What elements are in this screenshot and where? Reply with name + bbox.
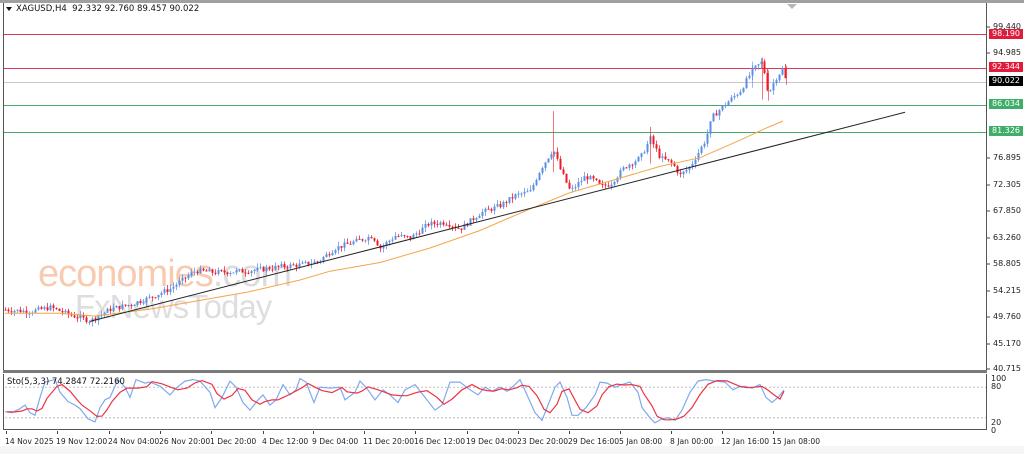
bottom-strip [0,446,1024,454]
collapse-triangle-icon[interactable] [6,6,12,11]
price-axis-label: 45.170 [993,339,1021,348]
price-axis-label: 94.985 [993,48,1021,57]
time-axis-tick [313,431,314,434]
ohlc-values: 92.332 92.760 89.457 90.022 [72,4,200,14]
time-axis-tick [467,431,468,434]
time-axis-tick [57,431,58,434]
watermark-text-b: .com [212,253,292,295]
watermark-fxnewstoday: FxNewsToday [75,288,272,325]
support-tag-1: 86.034 [989,99,1023,109]
candles [4,57,787,327]
time-axis-label: 12 Jan 16:00 [721,437,770,446]
time-axis-label: 24 Nov 04:00 [108,437,160,446]
symbol-header: XAGUSD,H4 92.332 92.760 89.457 90.022 [6,4,199,14]
time-axis-tick [160,431,161,434]
price-axis-label: 67.850 [993,206,1021,215]
time-axis-label: 8 Jan 00:00 [670,437,714,446]
watermark-economies: economies.com [38,253,292,296]
time-axis-tick [671,431,672,434]
time-axis-label: 19 Dec 04:00 [466,437,518,446]
indicator-label: Sto(5,3,3) 74.2847 72.2160 [7,377,125,387]
price-axis-label: 99.440 [993,22,1021,31]
time-axis-tick [518,431,519,434]
time-axis-label: 14 Nov 2025 [5,437,54,446]
price-axis-label: 58.805 [993,259,1021,268]
chart-shift-marker-icon [787,4,797,9]
price-axis-label: 63.260 [993,233,1021,242]
moving-average-line [5,120,784,317]
price-chart-pane[interactable] [3,3,987,370]
time-axis-label: 16 Dec 12:00 [414,437,466,446]
time-axis-tick [722,431,723,434]
sto-level-80: 80 [991,382,1002,391]
price-axis-label: 76.895 [993,153,1021,162]
price-axis-label: 54.215 [993,286,1021,295]
price-axis-label: 72.305 [993,180,1021,189]
time-axis-tick [364,431,365,434]
time-axis-label: 26 Nov 20:00 [159,437,211,446]
price-axis-label: 49.760 [993,312,1021,321]
stochastic-signal-line [6,379,785,421]
stochastic-main-line [4,377,785,424]
stochastic-pane[interactable] [3,374,987,430]
watermark-text-a: economies [38,253,214,295]
time-axis-label: 1 Dec 20:00 [210,437,257,446]
time-axis-label: 9 Dec 04:00 [312,437,359,446]
time-axis-tick [263,431,264,434]
time-axis-tick [211,431,212,434]
sto-level-20: 20 [991,418,1002,427]
support-tag-2: 81.326 [989,126,1023,136]
time-axis-label: 5 Jan 08:00 [619,437,663,446]
time-axis-label: 29 Dec 16:00 [568,437,620,446]
time-axis-tick [773,431,774,434]
sto-level-0: 0 [991,426,997,435]
price-axis-label: 40.715 [993,364,1021,373]
time-axis-label: 11 Dec 20:00 [363,437,415,446]
sto-level-100: 100 [991,374,1007,383]
time-axis-tick [6,431,7,434]
trendline [89,111,906,322]
time-axis-label: 23 Dec 20:00 [517,437,569,446]
resistance-tag-2: 92.344 [989,62,1023,72]
current-price-tag: 90.022 [989,76,1023,86]
symbol-label: XAGUSD,H4 [16,4,67,14]
time-axis-tick [109,431,110,434]
time-axis-tick [620,431,621,434]
time-axis-label: 4 Dec 12:00 [262,437,309,446]
pane-separator[interactable] [3,370,987,373]
time-axis-label: 19 Nov 12:00 [56,437,108,446]
time-axis-tick [569,431,570,434]
time-axis-tick [415,431,416,434]
resistance-tag-1: 98.190 [989,29,1023,39]
window-top-border [0,0,1024,3]
time-axis-label: 15 Jan 08:00 [772,437,821,446]
